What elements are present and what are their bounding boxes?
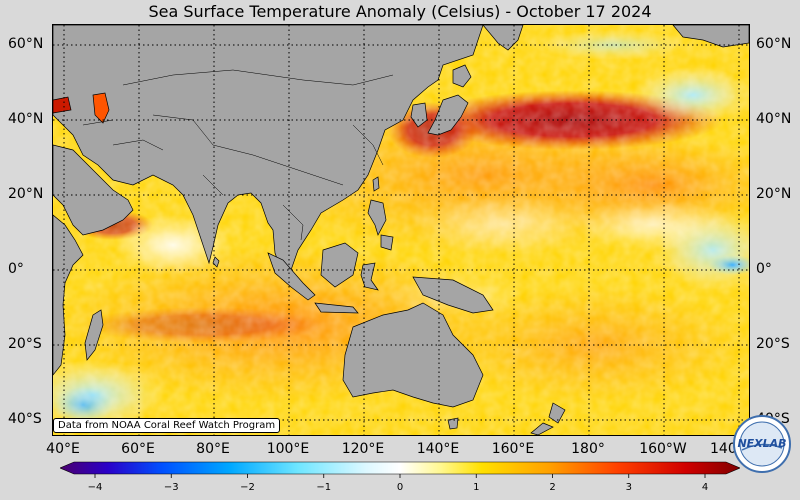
colorbar-tick-label: 2 <box>549 482 556 493</box>
longitude-label: 80°E <box>196 441 230 457</box>
colorbar-gradient <box>59 461 741 475</box>
longitude-label: 40°E <box>46 441 80 457</box>
colorbar-tick-label: 1 <box>473 482 480 493</box>
longitude-label: 120°E <box>341 441 385 457</box>
country-borders <box>82 69 394 241</box>
japan-land <box>427 94 469 136</box>
logo-text: NEXLAB <box>737 437 786 450</box>
australia-land <box>342 302 484 408</box>
latitude-label: 0° <box>756 261 772 277</box>
map-panel[interactable] <box>52 24 750 436</box>
colorbar-tick-label: 3 <box>625 482 632 493</box>
colorbar-tick-label: −4 <box>87 482 103 493</box>
data-credit: Data from NOAA Coral Reef Watch Program <box>53 418 281 433</box>
latitude-label: 40°S <box>8 411 42 427</box>
colorbar-svg <box>59 461 741 478</box>
colorbar-tick-label: 0 <box>396 482 404 493</box>
latitude-label: 40°N <box>756 111 792 127</box>
longitude-label: 180° <box>571 441 605 457</box>
africa-land <box>53 214 84 376</box>
latitude-label: 60°N <box>756 36 792 52</box>
latitude-label: 20°S <box>8 336 42 352</box>
new-guinea-land <box>412 276 494 314</box>
colorbar: −4 −3 −2 −1 0 1 2 3 4 <box>59 460 741 500</box>
latitude-label: 20°S <box>756 336 790 352</box>
colorbar-tick-label: −2 <box>240 482 255 493</box>
latitude-label: 40°N <box>8 111 44 127</box>
nexlab-logo: NEXLAB <box>732 414 792 474</box>
longitude-label: 60°E <box>121 441 155 457</box>
longitude-label: 160°E <box>491 441 535 457</box>
longitude-label: 140°E <box>416 441 460 457</box>
borneo-land <box>320 242 359 288</box>
alaska-land <box>672 25 749 48</box>
colorbar-tick-label: −3 <box>163 482 179 493</box>
longitude-label: 160°W <box>639 441 687 457</box>
colorbar-tick-label: −1 <box>316 482 332 493</box>
longitude-label: 100°E <box>266 441 310 457</box>
sst-anomaly-map <box>53 25 749 435</box>
latitude-label: 20°N <box>8 186 44 202</box>
madagascar-land <box>84 309 104 361</box>
latitude-label: 60°N <box>8 36 44 52</box>
latitude-label: 20°N <box>756 186 792 202</box>
asia-land <box>53 25 484 286</box>
arabia-land <box>53 144 134 236</box>
land-masses <box>53 25 749 435</box>
graticule <box>53 25 749 435</box>
colorbar-tick-label: 4 <box>701 482 709 493</box>
latitude-label: 0° <box>8 261 24 277</box>
map-title: Sea Surface Temperature Anomaly (Celsius… <box>148 2 652 21</box>
